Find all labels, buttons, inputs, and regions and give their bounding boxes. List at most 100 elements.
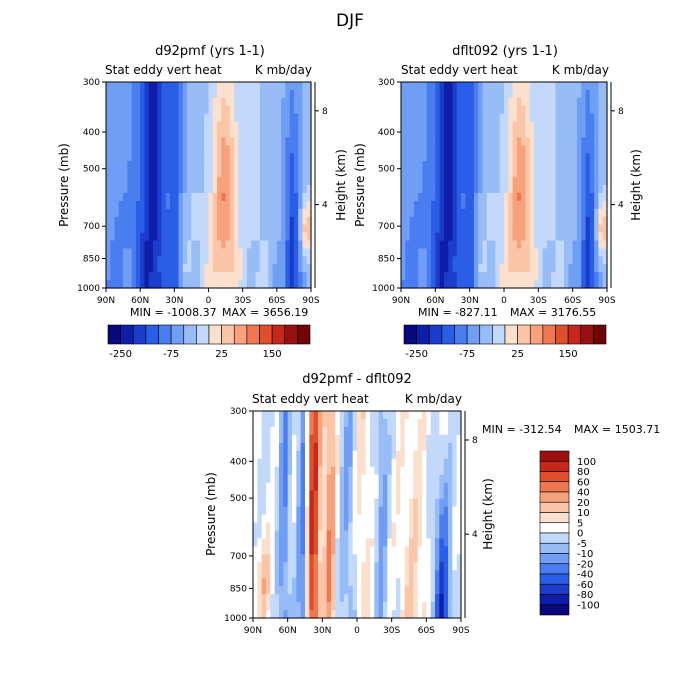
heatmap-cell bbox=[504, 177, 509, 186]
heatmap-cell bbox=[568, 224, 574, 234]
heatmap-cell bbox=[212, 256, 218, 265]
heatmap-cell bbox=[285, 224, 291, 234]
heatmap-cell bbox=[417, 490, 423, 500]
heatmap-cell bbox=[443, 442, 449, 452]
heatmap-cell bbox=[335, 474, 341, 484]
heatmap-cell bbox=[602, 264, 608, 273]
heatmap-cell bbox=[298, 177, 304, 186]
heatmap-cell bbox=[417, 546, 423, 555]
heatmap-cell bbox=[289, 185, 295, 194]
heatmap-cell bbox=[404, 474, 410, 484]
heatmap-cell bbox=[370, 570, 375, 579]
heatmap-cell bbox=[165, 82, 171, 91]
heatmap-cell bbox=[499, 192, 505, 202]
heatmap-cell bbox=[131, 248, 137, 257]
heatmap-cell bbox=[127, 256, 133, 265]
heatmap-cell bbox=[331, 418, 336, 428]
heatmap-cell bbox=[305, 594, 310, 603]
heatmap-cell bbox=[435, 161, 441, 170]
heatmap-cell bbox=[261, 434, 267, 444]
heatmap-cell bbox=[431, 105, 436, 115]
heatmap-cell bbox=[144, 192, 150, 202]
heatmap-cell bbox=[443, 602, 449, 611]
heatmap-cell bbox=[478, 248, 484, 257]
heatmap-cell bbox=[469, 272, 475, 281]
heatmap-cell bbox=[238, 89, 244, 99]
heatmap-cell bbox=[396, 586, 401, 595]
heatmap-cell bbox=[465, 177, 471, 186]
heatmap-cell bbox=[598, 240, 604, 249]
heatmap-cell bbox=[114, 89, 120, 99]
heatmap-cell bbox=[274, 578, 280, 587]
heatmap-cell bbox=[456, 458, 462, 468]
heatmap-cell bbox=[331, 498, 336, 508]
heatmap-cell bbox=[339, 458, 345, 468]
heatmap-cell bbox=[272, 280, 278, 289]
heatmap-cell bbox=[266, 594, 271, 603]
x-tick-label: 60S bbox=[418, 626, 435, 636]
heatmap-cell bbox=[289, 89, 295, 99]
heatmap-cell bbox=[456, 506, 462, 516]
heatmap-cell bbox=[305, 562, 310, 571]
heatmap-cell bbox=[418, 224, 424, 234]
heatmap-cell bbox=[306, 280, 312, 289]
heatmap-cell bbox=[302, 153, 308, 162]
heatmap-cell bbox=[538, 280, 544, 289]
heatmap-cell bbox=[242, 200, 248, 210]
heatmap-cell bbox=[516, 208, 522, 218]
heatmap-cell bbox=[352, 578, 358, 587]
heatmap-cell bbox=[204, 97, 210, 107]
heatmap-cell bbox=[261, 442, 267, 452]
heatmap-cell bbox=[443, 113, 449, 123]
heatmap-cell bbox=[430, 586, 436, 595]
heatmap-cell bbox=[264, 216, 269, 226]
heatmap-cell bbox=[212, 224, 218, 234]
heatmap-cell bbox=[456, 105, 462, 115]
panel-3-min: MIN = -312.54 bbox=[482, 423, 562, 436]
heatmap-cell bbox=[157, 256, 163, 265]
heatmap-cell bbox=[374, 602, 380, 611]
heatmap-cell bbox=[516, 169, 522, 178]
heatmap-cell bbox=[229, 264, 235, 273]
heatmap-cell bbox=[110, 192, 116, 202]
heatmap-cell bbox=[289, 256, 295, 265]
heatmap-cell bbox=[287, 482, 293, 492]
heatmap-cell bbox=[426, 216, 432, 226]
heatmap-cell bbox=[413, 474, 419, 484]
heatmap-cell bbox=[452, 264, 458, 273]
heatmap-cell bbox=[191, 256, 197, 265]
heatmap-cell bbox=[135, 208, 141, 218]
heatmap-cell bbox=[405, 137, 411, 146]
heatmap-cell bbox=[602, 169, 608, 178]
heatmap-cell bbox=[204, 216, 210, 226]
heatmap-cell bbox=[491, 240, 497, 249]
heatmap-cell bbox=[426, 280, 432, 289]
heatmap-cell bbox=[512, 224, 518, 234]
heatmap-cell bbox=[331, 442, 336, 452]
heatmap-cell bbox=[435, 153, 441, 162]
heatmap-cell bbox=[199, 161, 205, 170]
heatmap-cell bbox=[152, 240, 158, 249]
heatmap-cell bbox=[287, 610, 293, 619]
heatmap-cell bbox=[564, 216, 569, 226]
heatmap-cell bbox=[598, 224, 604, 234]
heatmap-cell bbox=[594, 248, 600, 257]
heatmap-cell bbox=[456, 256, 462, 265]
heatmap-cell bbox=[281, 89, 286, 99]
heatmap-cell bbox=[135, 192, 141, 202]
heatmap-cell bbox=[242, 192, 248, 202]
heatmap-cell bbox=[482, 232, 488, 242]
heatmap-cell bbox=[131, 177, 137, 186]
heatmap-cell bbox=[221, 177, 227, 186]
heatmap-cell bbox=[495, 200, 501, 210]
heatmap-cell bbox=[435, 466, 440, 476]
heatmap-cell bbox=[538, 129, 544, 139]
heatmap-cell bbox=[253, 570, 258, 579]
heatmap-cell bbox=[525, 208, 531, 218]
heatmap-cell bbox=[170, 113, 175, 123]
heatmap-cell bbox=[274, 506, 280, 516]
heatmap-cell bbox=[430, 594, 436, 603]
heatmap-cell bbox=[456, 418, 462, 428]
panel-3: d92pmf - dflt092 Stat eddy vert heat K m… bbox=[204, 372, 660, 636]
heatmap-cell bbox=[482, 82, 488, 91]
